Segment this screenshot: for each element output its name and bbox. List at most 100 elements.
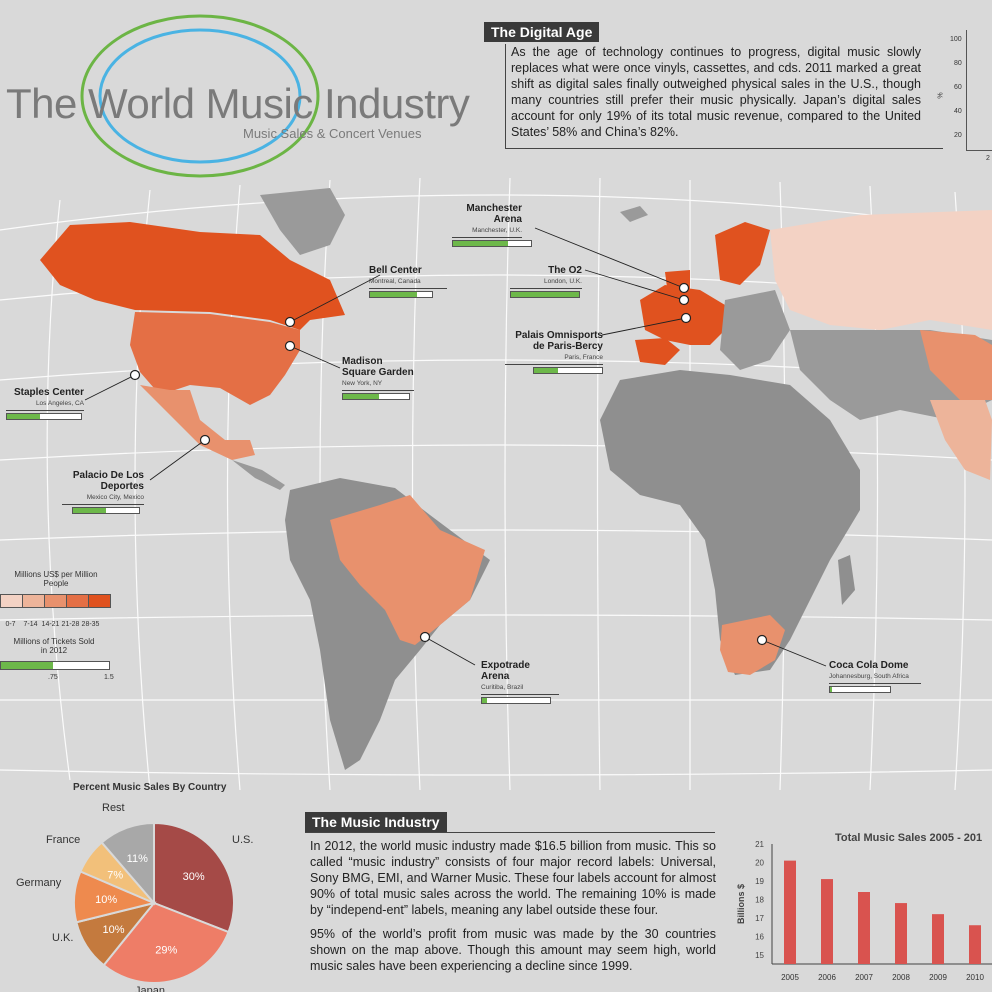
- music-industry-heading: The Music Industry: [305, 812, 447, 832]
- venue-city: Manchester, U.K.: [452, 225, 522, 238]
- ticket-bar: [481, 697, 551, 704]
- venue-marker-o2[interactable]: [678, 294, 690, 306]
- music-industry-para2: 95% of the world’s profit from music was…: [310, 927, 716, 973]
- pie-chart: 30% U.S. 29% Japan 10% U.K. 10% Germany 7% France…: [16, 802, 253, 992]
- russia: [770, 210, 992, 330]
- venue-marker-msg[interactable]: [284, 340, 296, 352]
- tickets-legend-bar: [0, 661, 110, 670]
- page-subtitle: Music Sales & Concert Venues: [243, 126, 422, 141]
- venue-marker-bell-center[interactable]: [284, 316, 296, 328]
- pie-slice-label: Japan: [135, 985, 165, 992]
- venue-name: Bell Center: [369, 265, 422, 276]
- pie-slice-japan: [102, 901, 230, 984]
- venue-staples[interactable]: Staples Center Los Angeles, CA: [6, 387, 84, 420]
- africa: [600, 370, 860, 675]
- venue-city: New York, NY: [342, 378, 414, 391]
- scandinavia: [715, 222, 770, 285]
- venue-marker-palacio[interactable]: [199, 434, 211, 446]
- pie-slice-rest: [100, 821, 155, 906]
- venue-name: Staples Center: [13, 387, 84, 398]
- venue-expotrade[interactable]: Expotrade Arena Curitiba, Brazil: [481, 660, 559, 704]
- bar-chart-x-tick: 2005: [781, 973, 799, 982]
- pie-slice-value: 10%: [102, 924, 124, 936]
- bar-chart-x-tick: 2008: [892, 973, 910, 982]
- bar-2007: [858, 892, 870, 964]
- sales-legend-swatch: [88, 594, 111, 608]
- bar-chart-x-tick: 2006: [818, 973, 836, 982]
- sales-legend-swatch: [0, 594, 23, 608]
- venue-city: Paris, France: [505, 352, 603, 365]
- pie-slice-label: Germany: [16, 877, 62, 889]
- pie-title: Percent Music Sales By Country: [73, 782, 227, 793]
- bar-chart-y-tick: 16: [755, 932, 764, 941]
- ticket-bar-fill: [73, 508, 106, 513]
- digital-mini-chart: [966, 30, 992, 151]
- ticket-bar-fill: [7, 414, 41, 419]
- venue-city: London, U.K.: [510, 276, 582, 289]
- pie-slice-label: France: [46, 834, 80, 846]
- tickets-legend-title: Millions of Tickets Sold in 2012: [13, 637, 95, 655]
- bar-chart-y-tick: 15: [755, 951, 764, 960]
- central-america: [232, 460, 285, 490]
- ticket-bar: [72, 507, 140, 514]
- digital-mini-xtick: 2: [986, 155, 990, 162]
- pie-slice-label: U.K.: [52, 932, 73, 944]
- bar-chart-y-tick: 19: [755, 877, 764, 886]
- digital-age-text: As the age of technology continues to pr…: [511, 45, 921, 139]
- digital-mini-tick: 20: [954, 132, 962, 139]
- digital-age-underline: [505, 148, 943, 149]
- pie-slice-us: [153, 821, 235, 934]
- venue-city: Los Angeles, CA: [6, 398, 84, 411]
- bar-chart-x-tick: 2010: [966, 973, 984, 982]
- sales-legend-swatch: [66, 594, 89, 608]
- bar-2005: [784, 860, 796, 964]
- digital-age-sideline: [505, 44, 506, 148]
- venue-name: Coca Cola Dome: [829, 660, 909, 671]
- music-industry-rule: [305, 832, 715, 833]
- ticket-bar-fill: [511, 292, 579, 297]
- pie-slice-value: 29%: [155, 944, 177, 956]
- bar-2009: [932, 914, 944, 964]
- pie-slice-value: 10%: [95, 894, 117, 906]
- digital-age-heading: The Digital Age: [484, 22, 600, 42]
- iceland: [620, 206, 648, 222]
- bar-2010: [969, 925, 981, 964]
- bar-chart: 15 16 17 18 19 20 21 Billions $ 2005 2006 2007 2008…: [736, 840, 992, 982]
- venue-name: Expotrade Arena: [481, 660, 530, 682]
- digital-mini-tick: 100: [950, 36, 962, 43]
- venue-coca-cola[interactable]: Coca Cola Dome Johannesburg, South Afric…: [829, 660, 921, 693]
- venue-city: Montreal, Canada: [369, 276, 447, 289]
- venue-o2[interactable]: The O2 London, U.K.: [510, 265, 582, 298]
- ticket-bar: [369, 291, 433, 298]
- pie-slice-label: U.S.: [232, 834, 253, 846]
- venue-marker-expotrade[interactable]: [419, 631, 431, 643]
- venue-marker-staples[interactable]: [129, 369, 141, 381]
- venue-name: The O2: [548, 265, 582, 276]
- venue-msg[interactable]: Madison Square Garden New York, NY: [342, 356, 414, 400]
- ticket-bar-fill: [482, 698, 488, 703]
- spain: [635, 338, 680, 365]
- bar-chart-x-tick: 2007: [855, 973, 873, 982]
- logo-rings: [80, 14, 320, 178]
- venue-palacio[interactable]: Palacio De Los Deportes Mexico City, Mex…: [62, 470, 144, 514]
- venue-bell-center[interactable]: Bell Center Montreal, Canada: [369, 265, 447, 298]
- bar-chart-title: Total Music Sales 2005 - 201: [835, 832, 983, 844]
- venue-name: Palais Omnisports de Paris-Bercy: [515, 330, 603, 352]
- ticket-bar-fill: [830, 687, 832, 692]
- venue-name: Madison Square Garden: [342, 356, 414, 378]
- venue-manchester[interactable]: Manchester Arena Manchester, U.K.: [452, 203, 532, 247]
- india: [930, 400, 992, 480]
- pie-slice-value: 11%: [127, 853, 148, 865]
- ticket-bar: [829, 686, 891, 693]
- bar-chart-y-tick: 18: [755, 895, 764, 904]
- sales-legend-title: Millions US$ per Million People: [14, 570, 98, 588]
- eastern-europe: [720, 290, 790, 370]
- digital-mini-tick: 40: [954, 108, 962, 115]
- venue-marker-paris[interactable]: [680, 312, 692, 324]
- venue-paris[interactable]: Palais Omnisports de Paris-Bercy Paris, …: [505, 330, 603, 374]
- venue-marker-manchester[interactable]: [678, 282, 690, 294]
- venue-marker-coca-cola[interactable]: [756, 634, 768, 646]
- ticket-bar: [452, 240, 532, 247]
- digital-mini-tick: 60: [954, 84, 962, 91]
